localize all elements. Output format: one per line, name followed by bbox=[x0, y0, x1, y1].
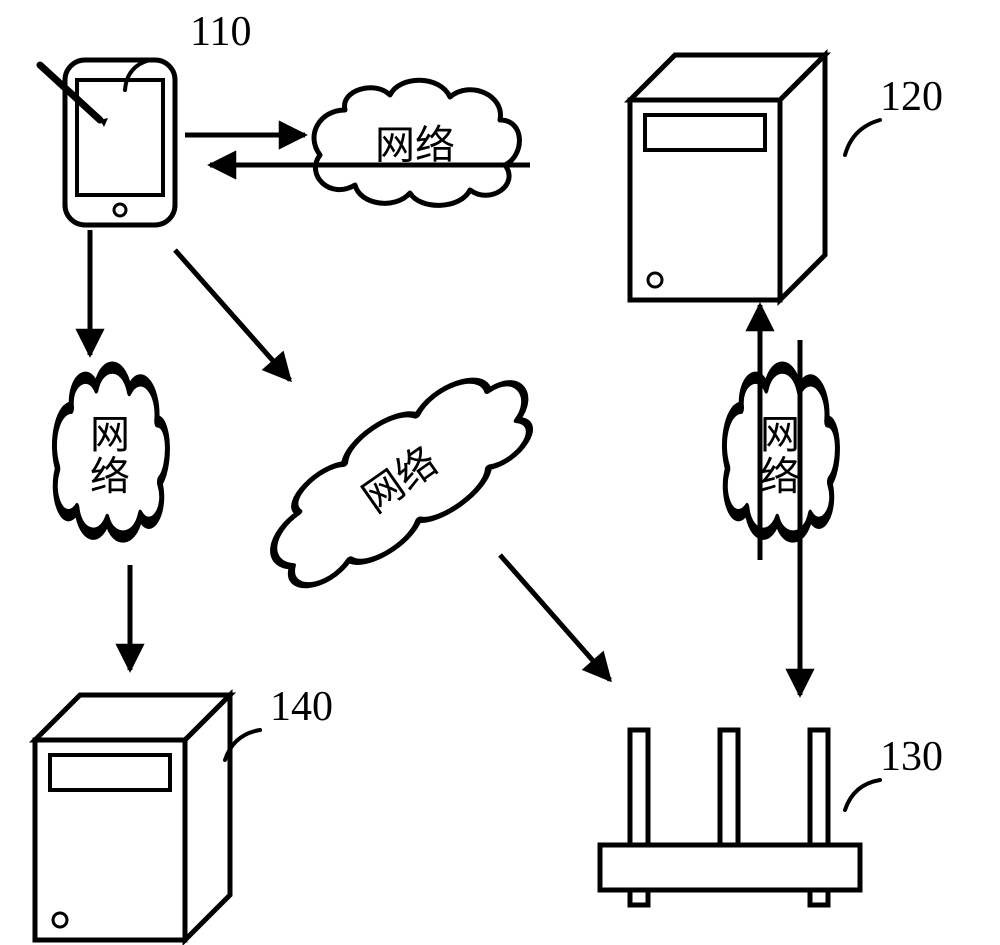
ref-label-130: 130 bbox=[880, 734, 943, 780]
ref-label-140: 140 bbox=[270, 684, 333, 730]
network-cloud-right: 网络 bbox=[724, 368, 837, 537]
tablet-device bbox=[40, 60, 175, 225]
network-cloud-label: 网络 bbox=[760, 412, 800, 499]
server-bottom-left bbox=[35, 695, 230, 940]
ref-label-120: 120 bbox=[880, 74, 943, 120]
network-cloud-top: 网络 bbox=[314, 80, 519, 205]
ref-label-110: 110 bbox=[190, 9, 251, 55]
network-cloud-label: 网络 bbox=[375, 123, 455, 168]
network-cloud-label: 网络 bbox=[90, 412, 130, 499]
network-cloud-left: 网络 bbox=[54, 368, 167, 537]
router-device bbox=[600, 730, 860, 905]
server-top-right bbox=[630, 55, 825, 300]
network-cloud-diagonal: 网络 bbox=[247, 345, 556, 608]
